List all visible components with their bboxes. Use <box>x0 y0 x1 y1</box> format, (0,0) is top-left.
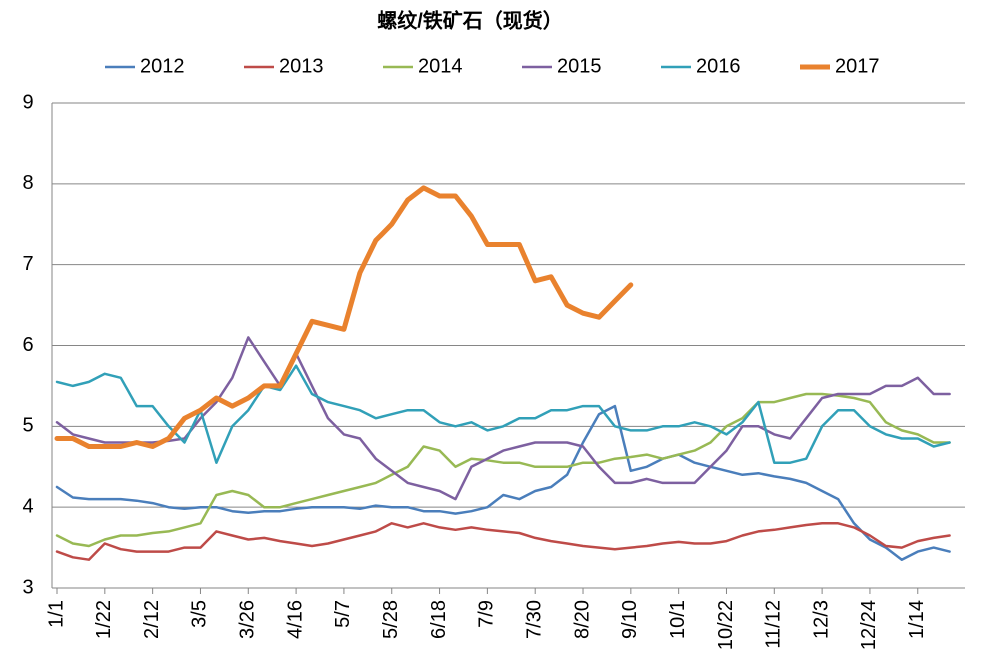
legend-label: 2012 <box>140 55 185 77</box>
y-tick-label: 8 <box>22 172 33 194</box>
x-tick-label: 1/14 <box>906 600 928 639</box>
x-tick-label: 7/9 <box>476 600 498 628</box>
series-line <box>54 185 634 449</box>
y-tick-label: 7 <box>22 253 33 275</box>
series-line <box>55 336 951 501</box>
series-line <box>55 364 951 464</box>
x-tick-label: 10/22 <box>715 600 737 650</box>
y-tick-label: 5 <box>22 415 33 437</box>
legend-label: 2013 <box>279 55 324 77</box>
legend-label: 2016 <box>696 55 741 77</box>
y-tick-label: 3 <box>22 576 33 598</box>
y-tick-label: 6 <box>22 334 33 356</box>
x-tick-label: 7/30 <box>523 600 545 639</box>
x-tick-label: 6/18 <box>428 600 450 639</box>
chart-title: 螺纹/铁矿石（现货） <box>377 8 563 32</box>
plot-area: 3 4 5 6 7 8 9 1/1 1/22 2/12 3/5 3/26 4/16 5/7 5/28 6/18… <box>22 91 965 650</box>
x-tick-label: 8/20 <box>571 600 593 639</box>
x-tick-label: 1/22 <box>93 600 115 639</box>
legend-label: 2015 <box>557 55 602 77</box>
legend-label: 2017 <box>835 55 880 77</box>
x-tick-label: 1/1 <box>45 600 67 628</box>
legend: 2012 2013 2014 2015 2016 2017 <box>105 55 880 77</box>
y-tick-label: 4 <box>22 495 33 517</box>
x-tick-label: 10/1 <box>667 600 689 639</box>
x-tick-label: 5/28 <box>380 600 402 639</box>
x-tick-label: 12/24 <box>858 600 880 650</box>
series-line <box>55 404 951 561</box>
x-tick-label: 3/26 <box>237 600 259 639</box>
x-tick-label: 3/5 <box>189 600 211 628</box>
x-tick-label: 4/16 <box>284 600 306 639</box>
x-tick-label: 9/10 <box>619 600 641 639</box>
x-tick-label: 2/12 <box>141 600 163 639</box>
y-tick-label: 9 <box>22 91 33 113</box>
x-tick-label: 11/12 <box>763 600 785 649</box>
x-tick-label: 5/7 <box>332 600 354 628</box>
series-line <box>55 392 951 548</box>
legend-label: 2014 <box>418 55 463 77</box>
series-line <box>55 522 951 561</box>
x-tick-label: 12/3 <box>810 600 832 639</box>
